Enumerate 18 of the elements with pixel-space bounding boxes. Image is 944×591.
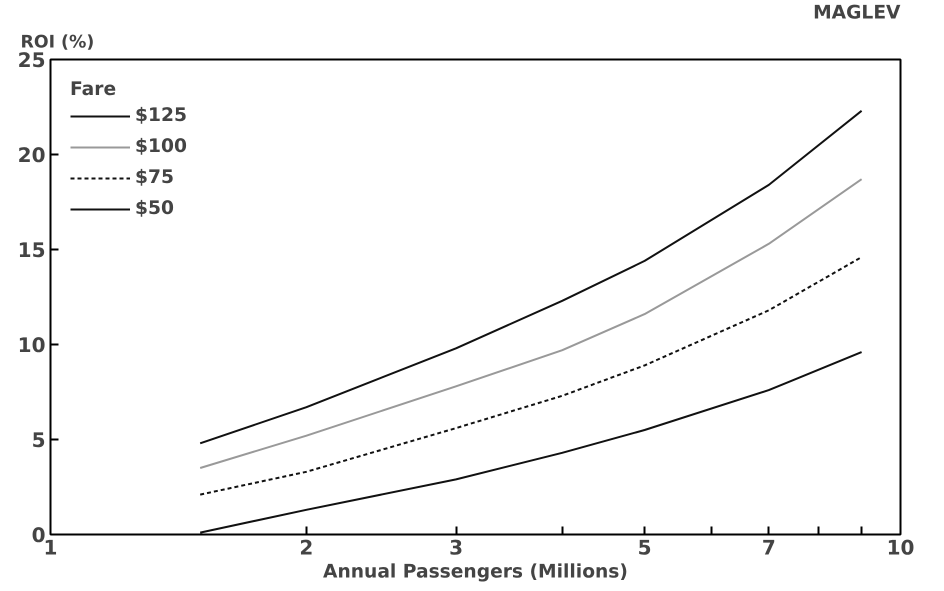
legend-title: Fare — [70, 79, 118, 100]
y-tick-label: 10 — [18, 333, 46, 357]
legend-label: $100 — [135, 136, 187, 157]
x-axis-title: Annual Passengers (Millions) — [323, 562, 628, 582]
x-tick-label: 3 — [449, 536, 464, 560]
y-tick-label: 5 — [32, 428, 46, 452]
x-tick-label: 2 — [299, 536, 314, 560]
legend-label: $50 — [135, 198, 174, 219]
x-tick-label: 10 — [886, 536, 914, 560]
y-tick-label: 20 — [18, 143, 46, 167]
y-tick-label: 15 — [18, 238, 46, 262]
chart-title: MAGLEV — [813, 2, 902, 24]
x-tick-label: 5 — [638, 536, 652, 560]
legend-label: $125 — [135, 105, 187, 126]
x-tick-label: 1 — [44, 536, 58, 560]
legend-label: $75 — [135, 167, 174, 188]
y-tick-label: 0 — [32, 523, 46, 547]
x-tick-label: 7 — [762, 536, 776, 560]
